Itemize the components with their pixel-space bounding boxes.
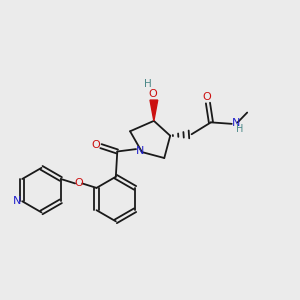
Polygon shape [150,100,158,121]
Text: O: O [74,178,83,188]
Text: N: N [135,146,144,156]
Text: H: H [236,124,243,134]
Text: O: O [203,92,212,102]
Text: H: H [144,79,152,89]
Text: O: O [91,140,100,150]
Text: O: O [148,89,157,99]
Text: N: N [13,196,21,206]
Text: N: N [231,118,240,128]
